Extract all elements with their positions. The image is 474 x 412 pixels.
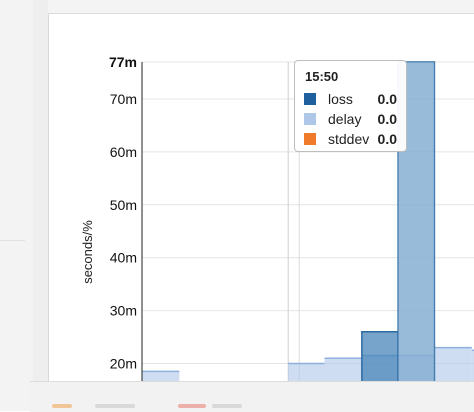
legend-fragment xyxy=(212,404,242,408)
legend-strip xyxy=(30,381,474,412)
tooltip-series-value: 0.0 xyxy=(377,131,397,147)
left-panel xyxy=(0,0,33,411)
delay-bar xyxy=(471,350,474,382)
y-tick-label: 70m xyxy=(110,91,137,107)
y-tick-label: 60m xyxy=(110,144,137,160)
tooltip-series-name: stddev xyxy=(328,131,370,147)
delay-bar xyxy=(434,347,472,382)
y-tick-label: 77m xyxy=(109,54,137,70)
top-toolbar xyxy=(48,0,474,14)
tooltip-time: 15:50 xyxy=(305,69,339,84)
loss-swatch-icon xyxy=(304,93,316,105)
delay-bar xyxy=(288,363,325,382)
tooltip-series-value: 0.0 xyxy=(377,111,397,127)
tooltip-row-delay: delay 0.0 xyxy=(304,109,397,129)
legend-fragment xyxy=(178,404,206,408)
y-axis: 20m 30m 40m 50m 60m 70m 77m xyxy=(109,54,143,382)
y-tick-label: 30m xyxy=(110,303,137,319)
left-scroll-gutter xyxy=(33,0,49,411)
y-tick-label: 50m xyxy=(110,197,137,213)
tooltip-row-stddev: stddev 0.0 xyxy=(304,129,397,149)
panel-divider xyxy=(0,240,25,241)
tooltip-series-name: loss xyxy=(328,91,353,107)
tooltip-series-value: 0.0 xyxy=(377,91,397,107)
tooltip-series-name: delay xyxy=(328,111,362,127)
loss-bar xyxy=(361,331,399,383)
y-axis-label: seconds/% xyxy=(80,220,95,284)
hover-tooltip: 15:50 loss 0.0 delay 0.0 stddev 0.0 xyxy=(294,60,407,152)
delay-swatch-icon xyxy=(304,113,316,125)
y-tick-label: 20m xyxy=(110,355,137,371)
legend-fragment xyxy=(52,404,72,408)
delay-bar xyxy=(142,371,180,382)
tooltip-row-loss: loss 0.0 xyxy=(304,89,397,109)
legend-fragment xyxy=(95,404,135,408)
y-tick-label: 40m xyxy=(110,250,137,266)
stddev-swatch-icon xyxy=(304,133,316,145)
delay-bar xyxy=(324,358,362,382)
